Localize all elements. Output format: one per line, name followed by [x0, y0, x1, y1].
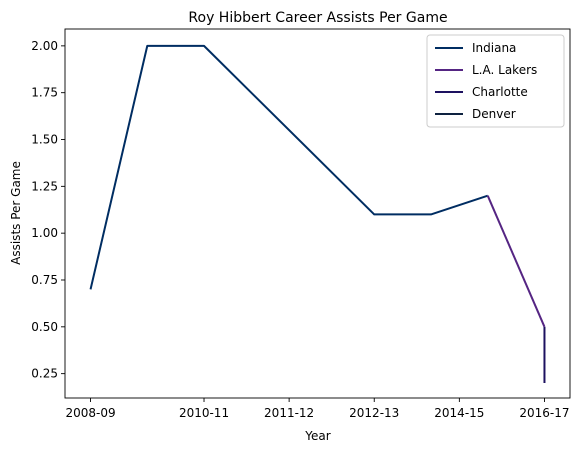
series-lines: [89, 44, 546, 384]
series-line-indiana: [89, 44, 489, 290]
legend-label: Denver: [472, 107, 516, 121]
x-tick-label: 2016-17: [519, 406, 569, 420]
legend-label: L.A. Lakers: [472, 63, 537, 77]
legend-box: [426, 34, 565, 128]
y-tick-label: 1.75: [31, 86, 58, 100]
y-tick-label: 0.50: [31, 320, 58, 334]
series-line-l-a-lakers: [486, 195, 546, 328]
y-tick-label: 1.50: [31, 133, 58, 147]
y-tick-label: 1.00: [31, 226, 58, 240]
x-tick-label: 2011-12: [264, 406, 314, 420]
y-axis-title: Assists Per Game: [9, 161, 23, 265]
y-tick-label: 0.25: [31, 367, 58, 381]
y-tick-label: 1.25: [31, 179, 58, 193]
y-axis: 0.25 0.50 0.75 1.00 1.25 1.50 1.75 2.00: [31, 39, 65, 381]
x-axis: 2008-09 2010-11 2011-12 2012-13 2014-15 2016-…: [65, 398, 570, 420]
x-tick-label: 2014-15: [434, 406, 484, 420]
x-tick-label: 2010-11: [179, 406, 229, 420]
y-tick-label: 2.00: [31, 39, 58, 53]
x-tick-label: 2008-09: [65, 406, 115, 420]
legend: Indiana L.A. Lakers Charlotte Denver: [426, 34, 565, 128]
chart-title: Roy Hibbert Career Assists Per Game: [188, 10, 447, 26]
x-tick-label: 2012-13: [349, 406, 399, 420]
x-axis-title: Year: [304, 429, 330, 443]
y-tick-label: 0.75: [31, 273, 58, 287]
legend-label: Charlotte: [472, 85, 528, 99]
legend-label: Indiana: [472, 41, 516, 55]
